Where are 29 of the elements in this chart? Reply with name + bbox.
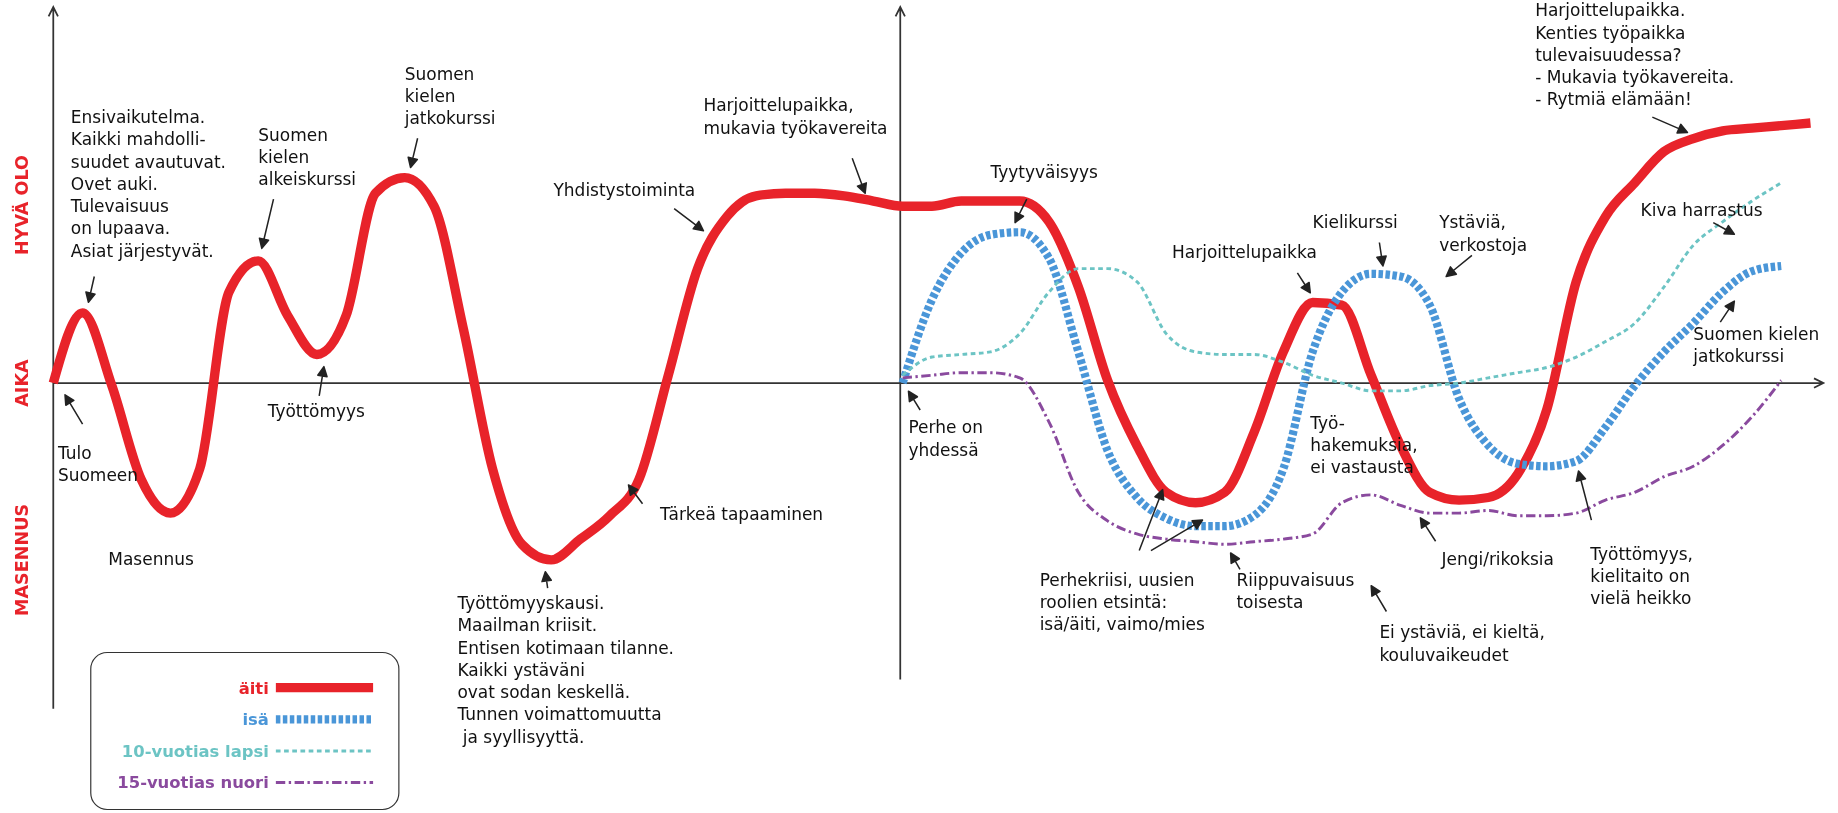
text: isä [242, 710, 269, 730]
annotation: Kiva harrastus [1640, 199, 1763, 220]
annotation: Ystäviä, verkostoja [1438, 212, 1528, 255]
text: HYVÄ OLO [10, 154, 32, 255]
annotation: Harjoittelupaikka, mukavia työkavereita [703, 95, 888, 138]
annotation: Suomen kielen alkeiskurssi [258, 124, 357, 190]
text: Perhekriisi, uusien roolien etsintä: isä/äiti, vaimo/mies [1039, 569, 1206, 635]
annotation: Yhdistystoiminta [552, 179, 696, 200]
text: 15-vuotias nuori [117, 773, 269, 793]
annotation: Kielikurssi [1312, 212, 1398, 233]
annotation: Perhe on yhdessä [908, 417, 983, 460]
annotation: Työttömyys [266, 401, 366, 422]
annotation: Tärkeä tapaaminen [659, 504, 824, 525]
text: Riippuvaisuus toisesta [1236, 569, 1355, 612]
annotation: Suomen kielen jatkokurssi [1692, 323, 1820, 366]
text: MASENNUS [11, 503, 32, 616]
annotation: Suomen kielen jatkokurssi [403, 63, 496, 129]
annotation: Masennus [108, 548, 194, 569]
annotation: Jengi/rikoksia [1440, 548, 1554, 569]
annotation: Harjoittelupaikka [1172, 241, 1317, 262]
text: AIKA [11, 359, 32, 407]
annotation: Ensivaikutelma. Kaikki mahdolli- suudet avautuvat. Ovet auki. Tulevaisuus on lupaava. Asiat järjestyvät. [69, 107, 226, 261]
text: äiti [238, 678, 269, 698]
annotation: Työttömyys, kielitaito on vielä heikko [1589, 543, 1693, 609]
text: 10-vuotias lapsi [121, 741, 269, 761]
text: Harjoittelupaikka. Kenties työpaikka tulevaisuudessa? - Mukavia työkavereita. - Rytmiä elämään! [1535, 0, 1735, 110]
text: Työttömyyskausi. Maailman kriisit. Entisen kotimaan tilanne. Kaikki ystäväni ovat sodan keskellä. Tunnen voimattomuutta ja syyllisyyttä. [456, 593, 674, 747]
annotation: Tyytyväisyys [989, 162, 1099, 183]
text: Ei ystäviä, ei kieltä, kouluvaikeudet [1379, 622, 1545, 665]
